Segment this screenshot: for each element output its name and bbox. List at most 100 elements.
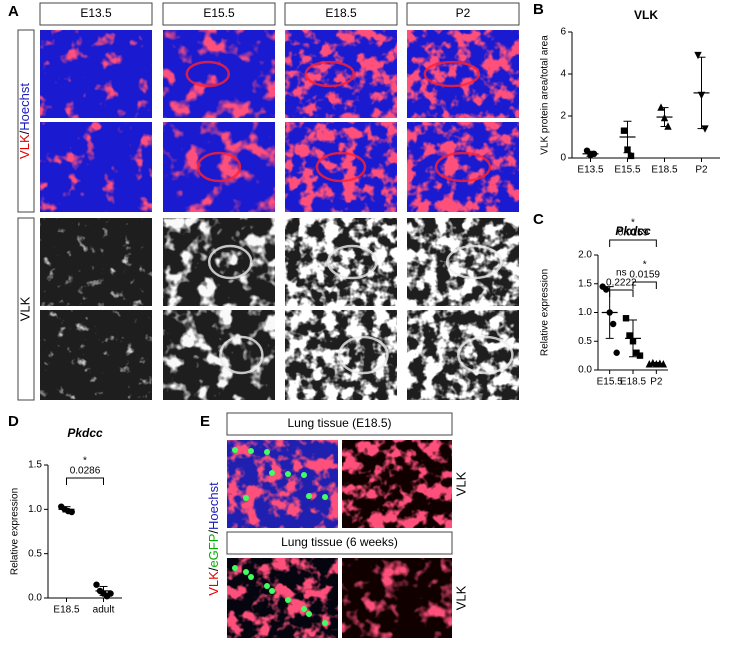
panel-label: C <box>533 211 544 228</box>
y-axis-label: Relative expression <box>540 269 551 356</box>
data-point <box>590 150 598 157</box>
row-label-part: Hoechst <box>206 482 221 530</box>
column-header: E18.5 <box>325 6 357 20</box>
y-tick-label: 4 <box>560 69 566 80</box>
micrograph-structure <box>423 60 481 88</box>
y-tick-label: 1.5 <box>578 278 592 289</box>
chart-title: VLK <box>634 8 658 22</box>
column-header: E15.5 <box>203 6 235 20</box>
micrograph-texture <box>285 310 397 400</box>
y-tick-label: 0.0 <box>578 365 592 376</box>
panel-label: D <box>8 413 19 430</box>
x-tick-label: E15.5 <box>614 165 641 176</box>
data-point <box>609 320 617 328</box>
p-value: 0.0159 <box>618 228 649 239</box>
significance-bracket <box>609 239 657 247</box>
data-point <box>68 508 75 516</box>
significance-label: * <box>83 456 87 467</box>
gfp-cell <box>243 569 249 575</box>
gfp-cell <box>232 447 238 453</box>
data-point <box>633 349 640 356</box>
micrograph-structure <box>338 335 389 375</box>
data-point <box>636 352 644 359</box>
gfp-cell <box>301 472 307 478</box>
panel-label: E <box>200 413 210 430</box>
gfp-cell <box>269 470 275 476</box>
significance-bracket <box>632 281 657 289</box>
row-title-box <box>226 531 453 555</box>
data-point <box>622 315 630 322</box>
gfp-cell <box>248 574 254 580</box>
row-label-part: / <box>206 530 221 534</box>
gfp-cell <box>306 611 312 617</box>
data-point <box>602 286 610 293</box>
x-tick-label: E13.5 <box>577 165 604 176</box>
column-header: P2 <box>456 6 471 20</box>
data-point <box>620 127 628 134</box>
p-value: 0.2222 <box>606 278 637 289</box>
micrograph-texture <box>227 558 338 638</box>
x-tick-label: E15.5 <box>597 377 624 388</box>
micrograph-texture <box>227 440 338 528</box>
chart-title: Pkdcc <box>67 426 103 440</box>
row-label: VLK <box>17 296 32 321</box>
column-header: E13.5 <box>80 6 112 20</box>
row-title-box <box>226 412 453 436</box>
y-tick-label: 0 <box>560 153 566 164</box>
row-title: Lung tissue (6 weeks) <box>281 535 398 549</box>
panel-label: B <box>533 1 544 18</box>
micrograph-structure <box>185 60 231 88</box>
data-point <box>660 113 669 122</box>
micrograph-texture <box>163 30 275 118</box>
column-header-box <box>162 2 276 26</box>
significance-bracket <box>609 289 634 297</box>
micrograph-structure <box>457 335 514 375</box>
data-point <box>583 147 591 154</box>
data-point <box>624 146 631 153</box>
row-label-part: Hoechst <box>17 83 32 131</box>
column-header-box <box>284 2 398 26</box>
data-point <box>629 338 637 345</box>
micrograph-texture <box>163 218 275 306</box>
x-tick-label: P2 <box>650 377 663 388</box>
y-tick-label: 1.0 <box>578 307 592 318</box>
y-tick-label: 1.5 <box>28 460 42 471</box>
data-point <box>613 349 620 356</box>
row-label-box <box>17 217 35 401</box>
y-tick-label: 2 <box>560 111 566 122</box>
x-tick-label: E18.5 <box>53 605 80 616</box>
micrograph-texture <box>342 558 452 638</box>
row-label-box <box>17 29 35 213</box>
p-value: 0.0286 <box>70 466 101 477</box>
micrograph-texture <box>163 122 275 212</box>
x-tick-label: adult <box>93 605 115 616</box>
micrograph-texture <box>40 122 152 212</box>
gfp-cell <box>232 565 238 571</box>
row-title: Lung tissue (E18.5) <box>287 416 391 430</box>
chart-title: Pkdcc <box>615 224 651 238</box>
micrograph-structure <box>196 151 242 183</box>
micrograph-structure <box>304 60 356 88</box>
data-point <box>659 360 668 368</box>
column-header-box <box>406 2 520 26</box>
micrograph-texture <box>285 122 397 212</box>
micrograph-structure <box>207 244 253 280</box>
micrograph-structure <box>434 151 492 183</box>
data-point <box>697 91 706 100</box>
row-label-part: eGFP <box>206 534 221 568</box>
row-label-part: / <box>17 130 32 134</box>
column-header-box <box>39 2 153 26</box>
significance-label: ns <box>616 268 627 279</box>
significance-bracket <box>66 477 104 485</box>
x-tick-label: P2 <box>695 165 708 176</box>
row-label-part: VLK <box>206 571 221 596</box>
data-point <box>701 125 709 133</box>
row-label-part: VLK <box>17 134 32 159</box>
row-label: VLK/Hoechst <box>17 83 32 159</box>
micrograph-texture <box>40 310 152 400</box>
micrograph-texture <box>163 310 275 400</box>
y-tick-label: 2.0 <box>578 250 592 261</box>
y-tick-label: 0.5 <box>28 548 42 559</box>
micrograph-texture <box>40 30 152 118</box>
